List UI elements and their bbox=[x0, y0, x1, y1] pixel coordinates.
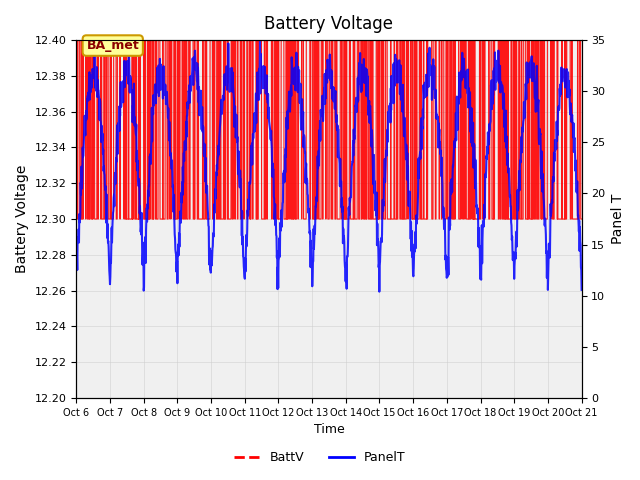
Text: BA_met: BA_met bbox=[86, 39, 139, 52]
X-axis label: Time: Time bbox=[314, 423, 344, 436]
Y-axis label: Battery Voltage: Battery Voltage bbox=[15, 165, 29, 273]
Title: Battery Voltage: Battery Voltage bbox=[264, 15, 394, 33]
Legend: BattV, PanelT: BattV, PanelT bbox=[229, 446, 411, 469]
Y-axis label: Panel T: Panel T bbox=[611, 194, 625, 244]
